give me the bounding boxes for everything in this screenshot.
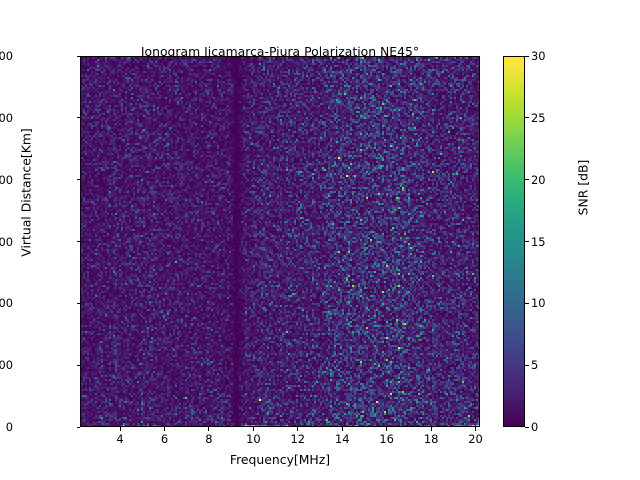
colorbar-tick-mark [525, 179, 529, 181]
colorbar-tick-label: 5 [531, 358, 539, 373]
colorbar-tick-mark [525, 55, 529, 57]
x-tick-label: 12 [290, 432, 306, 446]
chart-title-line-1: Ionogram Jicamarca-Piura Polarization NE… [140, 44, 420, 59]
y-tick-mark [76, 302, 80, 304]
y-tick-label: 500 [0, 358, 13, 373]
x-tick-label: 4 [116, 432, 124, 446]
colorbar-tick-label: 25 [531, 110, 546, 125]
x-tick-label: 10 [246, 432, 261, 446]
colorbar-tick-mark [525, 364, 529, 366]
x-tick-mark [341, 427, 343, 431]
x-tick-mark [208, 427, 210, 431]
y-tick-mark [76, 55, 80, 57]
colorbar-tick-mark [525, 426, 529, 428]
colorbar-tick-label: 20 [531, 172, 546, 187]
colorbar-tick-label: 15 [531, 234, 546, 249]
ionogram-plot-area [80, 56, 480, 427]
y-tick-label: 1500 [0, 234, 13, 249]
y-tick-label: 2500 [0, 110, 13, 125]
x-tick-label: 16 [379, 432, 394, 446]
colorbar-tick-label: 30 [531, 49, 546, 63]
colorbar-tick-label: 0 [531, 420, 539, 434]
x-tick-mark [297, 427, 299, 431]
y-tick-label: 2000 [0, 172, 13, 187]
x-tick-mark [475, 427, 477, 431]
ionogram-heatmap [81, 57, 479, 426]
x-tick-mark [386, 427, 388, 431]
colorbar-tick-mark [525, 241, 529, 242]
x-tick-label: 6 [160, 432, 169, 446]
y-tick-mark [76, 117, 80, 119]
x-tick-label: 18 [423, 432, 439, 446]
x-tick-label: 8 [205, 432, 213, 446]
colorbar [503, 56, 525, 427]
x-tick-mark [252, 427, 254, 431]
x-axis-label: Frequency[MHz] [229, 452, 331, 467]
y-tick-label: 1000 [0, 296, 13, 311]
colorbar-tick-label: 10 [531, 296, 546, 311]
colorbar-gradient [504, 57, 524, 426]
y-tick-mark [76, 241, 80, 242]
x-tick-mark [430, 427, 432, 431]
y-axis-label: Virtual Distance[Km] [18, 128, 34, 257]
y-tick-mark [76, 364, 80, 366]
y-tick-mark [76, 179, 80, 181]
x-tick-mark [119, 427, 121, 431]
y-tick-label: 3000 [0, 49, 13, 63]
colorbar-tick-mark [525, 302, 529, 304]
x-tick-mark [163, 427, 165, 431]
x-tick-label: 14 [334, 432, 350, 446]
colorbar-label: SNR [dB] [575, 159, 591, 216]
y-tick-label: 0 [5, 420, 13, 434]
x-tick-label: 20 [468, 432, 483, 446]
y-tick-mark [76, 426, 80, 428]
colorbar-tick-mark [525, 117, 529, 119]
